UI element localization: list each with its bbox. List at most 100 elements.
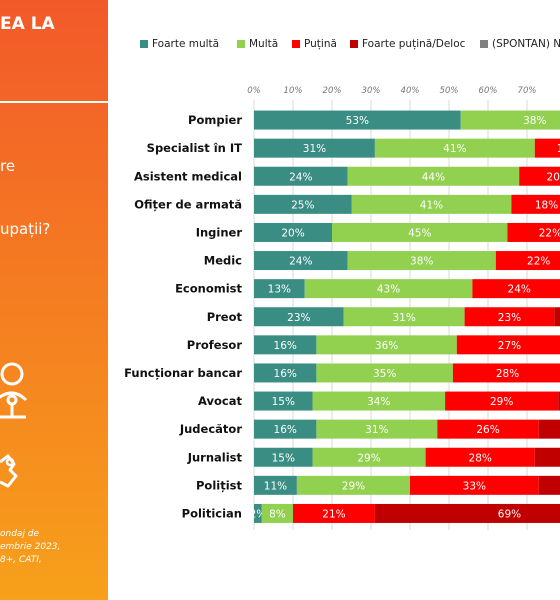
- bar-segment: [254, 138, 375, 158]
- data-label: 44%: [422, 171, 445, 183]
- bar-segment: [410, 475, 539, 495]
- bar-segment: [316, 335, 457, 355]
- data-label: 28%: [469, 452, 492, 464]
- bar-segment: [261, 503, 293, 523]
- data-label: 28%: [496, 368, 519, 380]
- bar-segment: [558, 391, 560, 411]
- data-label: 41%: [420, 199, 443, 211]
- sidebar-panel: EA LA re upații? ondaj de embrie 2023, 8…: [0, 0, 108, 600]
- bar-segment: [254, 222, 332, 242]
- legend-item-spontan: (SPONTAN) Nu: [480, 38, 560, 50]
- legend-label: Multă: [249, 38, 279, 50]
- category-label: Jurnalist: [187, 450, 243, 464]
- bar-segment: [538, 419, 560, 439]
- data-label: 15%: [272, 396, 295, 408]
- bar-segment: [254, 503, 262, 523]
- bar-segment: [304, 279, 473, 299]
- legend-label: (SPONTAN) Nu: [492, 38, 560, 50]
- data-label: 25%: [291, 199, 314, 211]
- data-label: 11%: [264, 480, 287, 492]
- data-label: 8%: [269, 508, 286, 520]
- legend-label: Puțină: [304, 38, 337, 50]
- bar-segment: [437, 419, 539, 439]
- bar-segment: [534, 138, 560, 158]
- bar-segment: [347, 166, 520, 186]
- sidebar-title: EA LA: [0, 14, 55, 34]
- bar-segment: [347, 251, 496, 271]
- data-label: 21%: [322, 508, 345, 520]
- category-label: Polițist: [196, 478, 242, 492]
- data-label: 31%: [365, 424, 388, 436]
- bar-segment: [254, 419, 317, 439]
- legend-swatch: [480, 40, 488, 48]
- bar-segment: [456, 335, 560, 355]
- bar-segment: [507, 222, 560, 242]
- data-label: 35%: [373, 368, 396, 380]
- bar-segment: [312, 447, 426, 467]
- bar-segment: [296, 475, 410, 495]
- legend-swatch: [350, 40, 358, 48]
- bar-segment: [519, 166, 560, 186]
- legend-item-foarte-putina: Foarte puțină/Deloc: [350, 38, 465, 50]
- data-label: 16%: [274, 424, 297, 436]
- bar-segment: [254, 110, 461, 130]
- hand-icon: [0, 454, 18, 488]
- data-label: 22%: [539, 227, 560, 239]
- person-icon: [0, 362, 28, 419]
- data-label: 53%: [346, 115, 369, 127]
- bar-segment: [445, 391, 559, 411]
- data-label: 23%: [287, 312, 310, 324]
- bar-segment: [538, 475, 560, 495]
- category-label: Economist: [175, 282, 242, 296]
- sidebar-footnote: ondaj de embrie 2023, 8+, CATI,: [0, 529, 61, 565]
- data-label: 16%: [274, 340, 297, 352]
- bar-segment: [254, 335, 317, 355]
- legend-swatch: [140, 40, 148, 48]
- bar-segment: [254, 307, 344, 327]
- bar-segment: [332, 222, 508, 242]
- data-label: 16%: [274, 368, 297, 380]
- category-label: Inginer: [196, 225, 243, 239]
- x-tick-label: 10%: [284, 86, 303, 96]
- data-label: 36%: [375, 340, 398, 352]
- data-label: 15%: [272, 452, 295, 464]
- bar-segment: [374, 503, 560, 523]
- bar-segment: [254, 475, 297, 495]
- category-label: Politician: [182, 506, 242, 520]
- legend-swatch: [237, 40, 245, 48]
- data-label: 38%: [523, 115, 546, 127]
- legend-label: Foarte puțină/Deloc: [362, 38, 466, 50]
- bar-segment: [464, 307, 555, 327]
- data-label: 20%: [547, 171, 560, 183]
- bar-segment: [534, 447, 560, 467]
- data-label: 69%: [498, 508, 521, 520]
- bar-segment: [351, 194, 512, 214]
- legend-item-putina: Puțină: [292, 38, 337, 50]
- bar-segment: [293, 503, 375, 523]
- x-tick-label: 50%: [440, 86, 459, 96]
- data-label: 1: [557, 143, 560, 155]
- bar-segment: [554, 307, 560, 327]
- legend-label: Foarte multă: [152, 38, 220, 50]
- chart-legend: Foarte multă Multă Puțină Foarte puțină/…: [126, 38, 560, 54]
- category-label: Funcționar bancar: [124, 366, 242, 380]
- category-label: Pompier: [188, 113, 242, 127]
- category-label: Specialist în IT: [147, 141, 242, 155]
- category-label: Profesor: [187, 338, 243, 352]
- data-label: 20%: [281, 227, 304, 239]
- bar-segment: [254, 447, 313, 467]
- sidebar-question-line-2: upații?: [0, 220, 51, 238]
- data-label: 22%: [527, 256, 550, 268]
- bar-segment: [254, 194, 352, 214]
- data-label: 38%: [410, 256, 433, 268]
- data-label: 31%: [392, 312, 415, 324]
- data-label: 27%: [498, 340, 521, 352]
- category-label: Avocat: [198, 394, 242, 408]
- data-label: 34%: [367, 396, 390, 408]
- bar-segment: [460, 110, 560, 130]
- x-tick-label: 60%: [479, 86, 498, 96]
- x-tick-label: 40%: [401, 86, 420, 96]
- data-label: 29%: [357, 452, 380, 464]
- bar-segment: [316, 419, 438, 439]
- data-label: 29%: [342, 480, 365, 492]
